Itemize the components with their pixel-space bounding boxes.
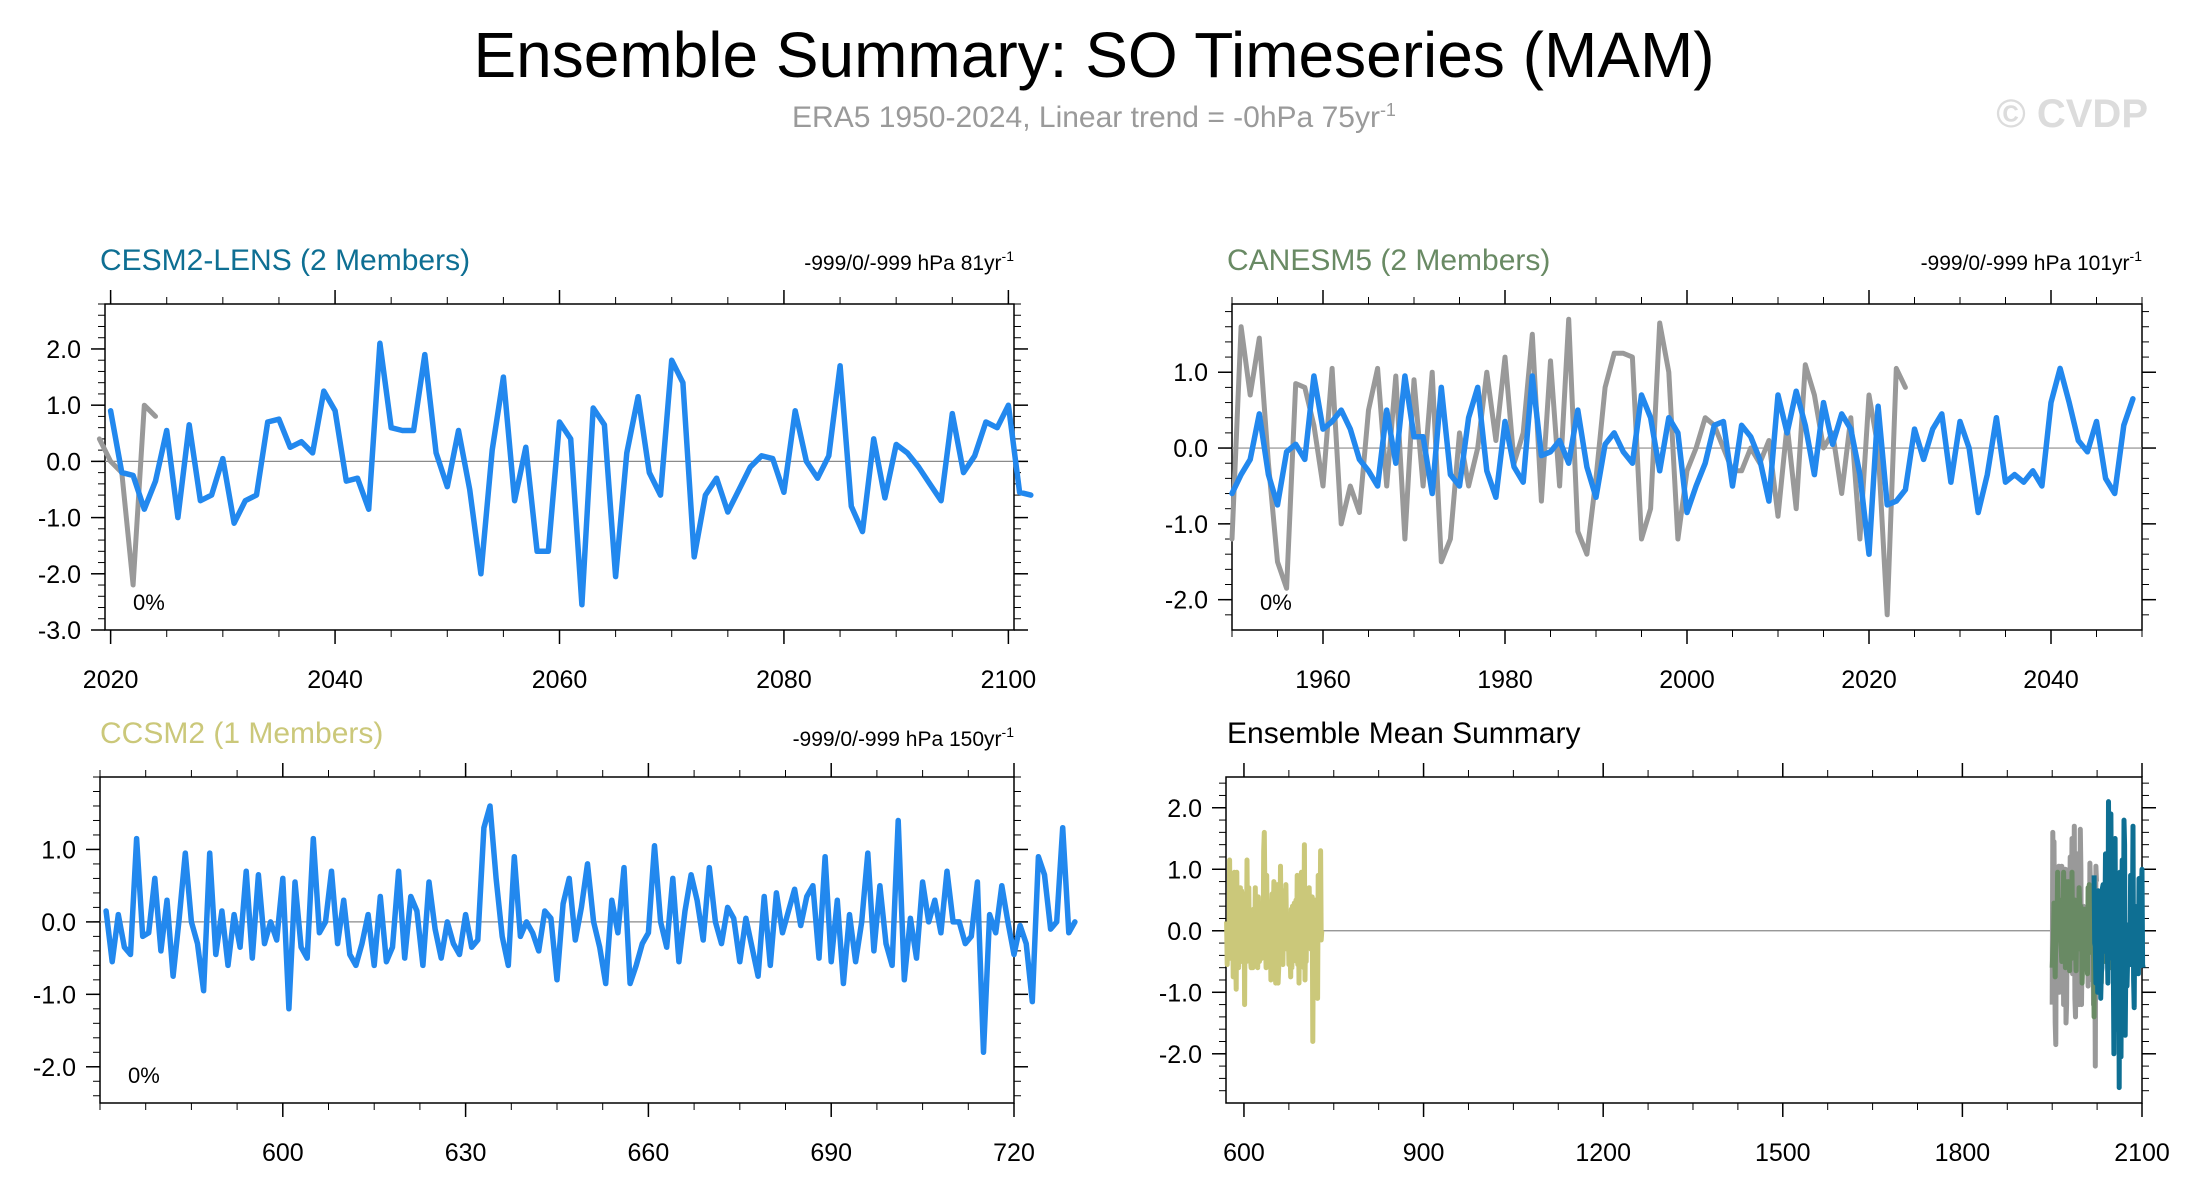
panel-stats-exponent: -1 (1002, 248, 1015, 264)
x-tick-label: 2060 (532, 666, 588, 694)
x-tick-label: 1800 (1935, 1139, 1991, 1167)
x-tick-label: 2100 (981, 666, 1037, 694)
y-tick-label: -3.0 (38, 617, 81, 645)
percent-label: 0% (1260, 590, 1292, 615)
panel-stats-exponent: -1 (2130, 248, 2143, 264)
y-tick-label: 1.0 (1173, 359, 1208, 387)
panel-4: 2.0 1.0 0.0 -1.0 -2.0 600 900 1200 1500 1800 2100 E… (1159, 717, 2170, 1167)
y-tick-label: -2.0 (38, 561, 81, 589)
x-tick-label: 720 (993, 1139, 1035, 1167)
panel-stats: -999/0/-999 hPa 101yr-1 (1921, 248, 2143, 275)
y-tick-label: 2.0 (1167, 795, 1202, 823)
panel-stats: -999/0/-999 hPa 150yr-1 (793, 724, 1015, 751)
panel-title: CESM2-LENS (2 Members) (100, 244, 470, 277)
x-tick-label: 900 (1403, 1139, 1445, 1167)
y-tick-label: 2.0 (46, 336, 81, 364)
x-tick-label: 1980 (1477, 666, 1533, 694)
page-subtitle: ERA5 1950-2024, Linear trend = -0hPa 75y… (0, 100, 2188, 135)
x-tick-label: 1200 (1575, 1139, 1631, 1167)
y-tick-label: -1.0 (1165, 511, 1208, 539)
y-tick-label: 1.0 (41, 836, 76, 864)
plot-frame (1225, 776, 2143, 1104)
panel-stats-exponent: -1 (1002, 724, 1015, 740)
y-tick-label: 0.0 (46, 448, 81, 476)
panel-stats-text: -999/0/-999 hPa 150yr (793, 728, 1002, 751)
x-tick-label: 630 (445, 1139, 487, 1167)
x-tick-label: 600 (1223, 1139, 1265, 1167)
x-tick-label: 2020 (83, 666, 139, 694)
series-line-era5 (1229, 316, 1908, 618)
panel-3: 1.0 0.0 -1.0 -2.0 600 630 660 690 720 CCSM2 (1 Me… (33, 717, 1078, 1167)
percent-label: 0% (128, 1063, 160, 1088)
y-tick-label: -1.0 (38, 505, 81, 533)
y-tick-label: 1.0 (46, 392, 81, 420)
y-tick-label: -1.0 (1159, 979, 1202, 1007)
panel-2: 1.0 0.0 -1.0 -2.0 1960 1980 2000 2020 2040 CANESM… (1165, 244, 2156, 694)
y-tick-label: 0.0 (1167, 918, 1202, 946)
series-line-ensemble (103, 803, 1078, 1056)
y-tick-label: 1.0 (1167, 856, 1202, 884)
x-tick-label: 1960 (1295, 666, 1351, 694)
y-tick-label: -2.0 (1165, 587, 1208, 615)
y-tick-label: -1.0 (33, 981, 76, 1009)
panel-title: CANESM5 (2 Members) (1227, 244, 1550, 277)
y-tick-label: 0.0 (1173, 435, 1208, 463)
x-tick-label: 2040 (2023, 666, 2079, 694)
y-tick-label: 0.0 (41, 909, 76, 937)
series-line-ensemble (107, 340, 1034, 608)
x-tick-label: 660 (628, 1139, 670, 1167)
panel-stats-text: -999/0/-999 hPa 81yr (804, 252, 1001, 275)
x-tick-label: 2040 (307, 666, 363, 694)
panel-title: CCSM2 (1 Members) (100, 717, 383, 750)
series-line-ensemble (1229, 365, 2136, 557)
x-tick-label: 2080 (756, 666, 812, 694)
subtitle-exponent: -1 (1379, 100, 1396, 120)
x-tick-label: 1500 (1755, 1139, 1811, 1167)
y-tick-label: -2.0 (1159, 1041, 1202, 1069)
page-title: Ensemble Summary: SO Timeseries (MAM) (473, 19, 1715, 91)
x-tick-label: 2020 (1841, 666, 1897, 694)
cvdp-watermark: © CVDP (1996, 92, 2148, 136)
x-tick-label: 600 (262, 1139, 304, 1167)
percent-label: 0% (133, 590, 165, 615)
subtitle-text: ERA5 1950-2024, Linear trend = -0hPa 75y… (792, 101, 1380, 134)
panel-title: Ensemble Mean Summary (1227, 717, 1580, 750)
x-tick-label: 2000 (1659, 666, 1715, 694)
x-tick-label: 2100 (2114, 1139, 2170, 1167)
x-tick-label: 690 (810, 1139, 852, 1167)
panel-stats: -999/0/-999 hPa 81yr-1 (804, 248, 1014, 275)
summary-line-cesm2-lens (2091, 799, 2146, 1091)
summary-line-ccsm2 (1224, 829, 1325, 1044)
series-line-era5 (96, 402, 158, 588)
panel-stats-text: -999/0/-999 hPa 101yr (1921, 252, 2130, 275)
y-tick-label: -2.0 (33, 1054, 76, 1082)
